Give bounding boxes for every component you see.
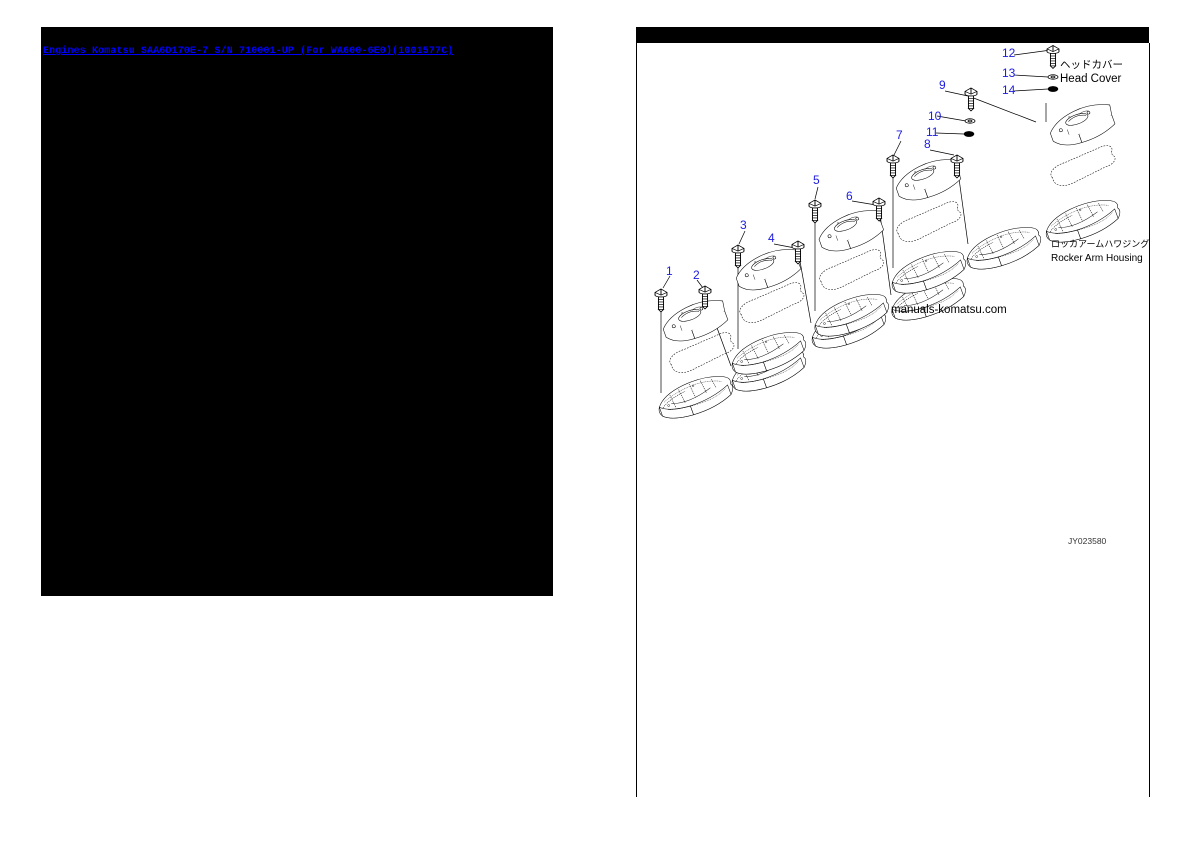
svg-text:JY023580: JY023580	[1068, 536, 1107, 546]
svg-text:5: 5	[813, 173, 820, 187]
svg-text:12: 12	[1002, 46, 1016, 60]
svg-text:2: 2	[693, 268, 700, 282]
svg-text:13: 13	[1002, 66, 1016, 80]
svg-text:manuals-komatsu.com: manuals-komatsu.com	[891, 304, 1007, 316]
svg-text:4: 4	[768, 231, 775, 245]
svg-text:1: 1	[666, 264, 673, 278]
svg-text:14: 14	[1002, 83, 1016, 97]
svg-text:Rocker Arm Housing: Rocker Arm Housing	[1051, 253, 1143, 264]
svg-text:8: 8	[924, 137, 931, 151]
svg-text:7: 7	[896, 128, 903, 142]
svg-text:10: 10	[928, 109, 942, 123]
svg-text:3: 3	[740, 218, 747, 232]
svg-text:ヘッドカバー: ヘッドカバー	[1060, 57, 1123, 72]
svg-text:9: 9	[939, 78, 946, 92]
svg-text:ロッカアームハワジング: ロッカアームハワジング	[1051, 237, 1149, 250]
svg-text:6: 6	[846, 189, 853, 203]
svg-text:Head Cover: Head Cover	[1060, 73, 1122, 85]
svg-text:11: 11	[926, 125, 939, 139]
